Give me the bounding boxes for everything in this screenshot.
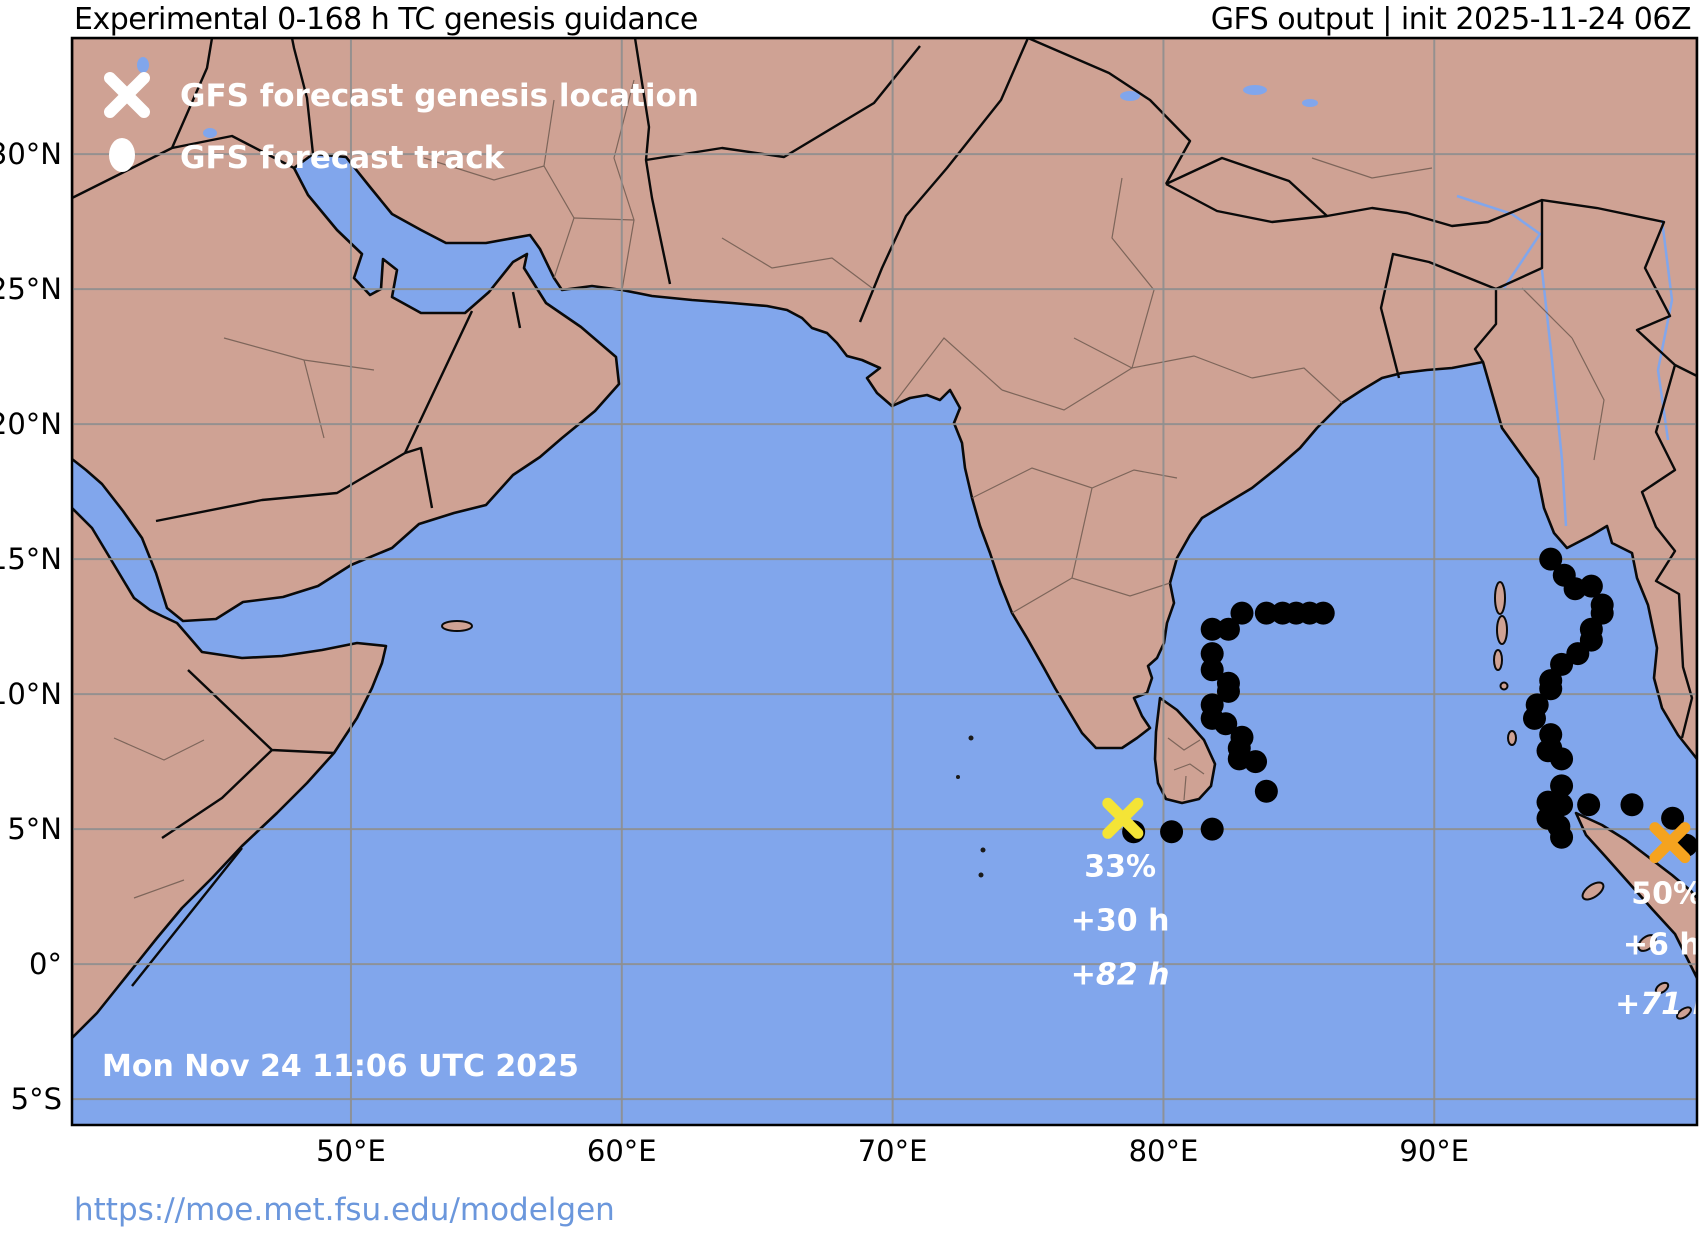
genesis-1-x-marker <box>1102 797 1144 839</box>
track-dot-track-2 <box>1539 547 1563 571</box>
axis-labels: 30°N 25°N 20°N 15°N 10°N 5°N 0° 5°S 50°E 60°E 70°E… <box>0 137 1469 1168</box>
lat-label-20°N: 20°N <box>0 407 62 441</box>
track-dot-track-2 <box>1550 774 1574 798</box>
track-dot-track-1 <box>1200 617 1224 641</box>
map-frame <box>70 36 1699 1127</box>
map-annotation-4: +6 h <box>1623 928 1701 963</box>
island-sri-lanka <box>1153 696 1217 805</box>
landmass-eurasia <box>72 38 1697 761</box>
track-dot-track-2 <box>1661 806 1685 830</box>
model-init-title: GFS output | init 2025-11-24 06Z <box>1210 2 1692 37</box>
lat-label-10°N: 10°N <box>0 677 62 711</box>
map-annotation-2: +82 h <box>1071 957 1170 992</box>
track-dot-track-1 <box>1254 779 1278 803</box>
track-dot-track-1 <box>1160 820 1184 844</box>
track-dot-track-1 <box>1200 658 1224 682</box>
lat-label-0°: 0° <box>29 947 62 981</box>
track-dot-track-1 <box>1200 693 1224 717</box>
genesis-annotations: 33% +30 h +82 h 50% +6 h +71 h <box>1071 849 1701 1022</box>
map-annotation-0: 33% <box>1084 849 1156 884</box>
lon-label-60°E: 60°E <box>587 1134 657 1168</box>
track-dot-track-1 <box>1216 671 1240 695</box>
map-annotation-3: 50% <box>1631 876 1701 911</box>
track-dot-track-2 <box>1550 652 1574 676</box>
track-dot-track-2 <box>1566 642 1590 666</box>
track-dot-track-2 <box>1550 747 1574 771</box>
track-dot-track-2 <box>1579 574 1603 598</box>
track-dot-track-2 <box>1590 601 1614 625</box>
lat-lon-gridlines <box>72 38 1697 1125</box>
genesis-2-x-marker <box>1649 822 1691 864</box>
lat-label-5°N: 5°N <box>7 812 62 846</box>
track-dot-track-2 <box>1539 677 1563 701</box>
legend-track-label: GFS forecast track <box>180 140 506 176</box>
genesis-markers <box>1102 797 1691 864</box>
track-dot-track-1 <box>1311 601 1335 625</box>
lat-label-30°N: 30°N <box>0 137 62 171</box>
track-dot-track-2 <box>1522 706 1546 730</box>
track-dot-track-2 <box>1577 793 1601 817</box>
track-dot-track-1 <box>1230 725 1254 749</box>
island-sumatra <box>1574 811 1697 980</box>
legend-genesis-label: GFS forecast genesis location <box>180 78 699 114</box>
map-plot-area: 33% +30 h +82 h 50% +6 h +71 h GFS forecast g… <box>72 38 1701 1125</box>
track-dot-track-1 <box>1230 601 1254 625</box>
legend-genesis-x-icon <box>104 72 150 118</box>
source-url-link[interactable]: https://moe.met.fsu.edu/modelgen <box>74 1192 615 1228</box>
track-dot-track-1 <box>1216 617 1240 641</box>
lon-label-70°E: 70°E <box>858 1134 928 1168</box>
lon-label-80°E: 80°E <box>1129 1134 1199 1168</box>
forecast-tracks <box>1122 547 1697 857</box>
legend: GFS forecast genesis location GFS foreca… <box>104 72 699 176</box>
lat-label-25°N: 25°N <box>0 272 62 306</box>
map-annotation-5: +71 h <box>1615 987 1701 1022</box>
track-dot-track-2 <box>1550 825 1574 849</box>
map-annotation-1: +30 h <box>1071 903 1170 938</box>
country-borders <box>72 38 1697 987</box>
lat-label-5°S: 5°S <box>11 1082 62 1116</box>
lon-label-50°E: 50°E <box>316 1134 386 1168</box>
track-dot-track-1 <box>1254 601 1278 625</box>
small-islands <box>441 581 1692 1020</box>
track-dot-track-1 <box>1200 817 1224 841</box>
lakes <box>137 57 1318 138</box>
landmass-africa <box>72 506 388 1040</box>
timestamp: Mon Nov 24 11:06 UTC 2025 <box>102 1049 579 1084</box>
track-dot-track-1 <box>1200 642 1224 666</box>
lon-label-90°E: 90°E <box>1399 1134 1469 1168</box>
legend-track-dot-icon <box>109 138 135 172</box>
lat-label-15°N: 15°N <box>0 542 62 576</box>
figure-title: Experimental 0-168 h TC genesis guidance <box>74 2 698 37</box>
tiny-atolls <box>956 735 986 878</box>
track-dot-track-2 <box>1620 793 1644 817</box>
